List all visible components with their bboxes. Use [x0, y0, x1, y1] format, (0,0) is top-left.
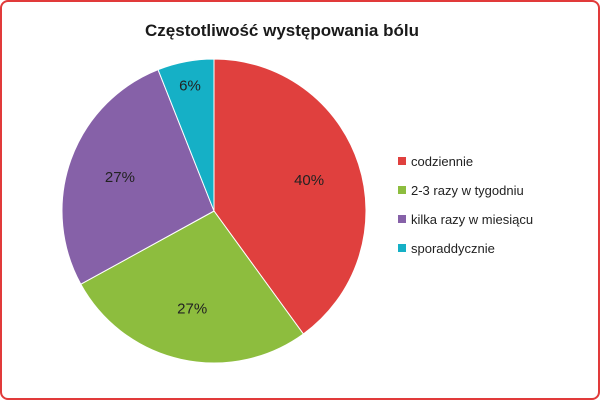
pie-slice-0 [213, 58, 367, 335]
legend-label: 2-3 razy w tygodniu [411, 183, 524, 198]
slice-value-label: 6% [179, 77, 201, 94]
slice-value-label: 40% [294, 172, 324, 189]
slice-value-label: 27% [177, 301, 207, 318]
pie-slices [61, 58, 367, 364]
legend-swatch [398, 157, 406, 165]
legend-label: codziennie [411, 154, 473, 169]
slice-value-label: 27% [105, 169, 135, 186]
pie-slice-2 [61, 69, 215, 285]
pie-slice-1 [80, 210, 305, 364]
legend-label: kilka razy w miesiącu [411, 212, 533, 227]
legend-swatch [398, 186, 406, 194]
legend-label: sporaddycznie [411, 241, 495, 256]
legend: codziennie 2-3 razy w tygodniu kilka razy … [398, 154, 533, 256]
pie-slice-3 [157, 58, 215, 212]
pie-slice-labels: 40% 27% 27% 6% [105, 77, 324, 317]
legend-swatch [398, 244, 406, 252]
legend-swatch [398, 215, 406, 223]
chart-title: Częstotliwość występowania bólu [145, 21, 419, 40]
